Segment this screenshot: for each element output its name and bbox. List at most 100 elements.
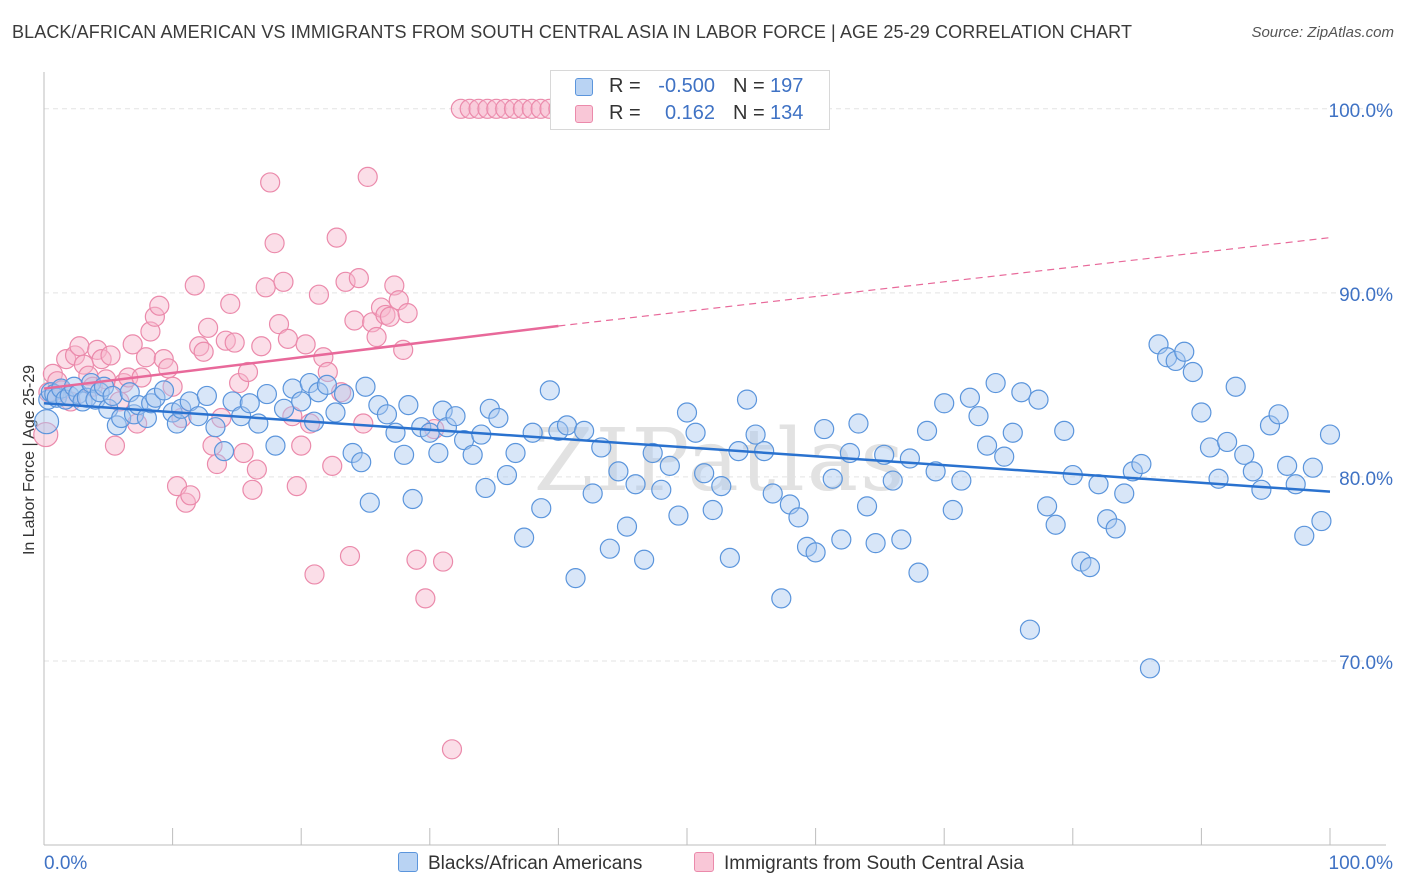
blue-point — [188, 406, 209, 427]
blue-point — [522, 422, 543, 443]
blue-point — [1028, 389, 1049, 410]
blue-point — [959, 387, 981, 408]
blue-point — [1088, 474, 1109, 495]
blue-point — [771, 588, 792, 609]
pink-point — [339, 545, 361, 567]
blue-point — [908, 562, 929, 583]
blue-point — [398, 395, 419, 416]
blue-point — [608, 461, 629, 482]
pink-point — [264, 233, 285, 254]
blue-point — [333, 383, 355, 405]
blue-point — [1302, 457, 1323, 478]
blue-point — [599, 538, 620, 559]
blue-point — [1019, 619, 1041, 640]
blue-point — [475, 477, 496, 499]
legend-n-value: 134 — [770, 102, 804, 124]
blue-point — [1002, 422, 1023, 443]
pink-point — [153, 349, 174, 370]
blue-point — [856, 496, 878, 517]
blue-point — [788, 507, 809, 528]
blue-point — [355, 376, 376, 397]
blue-point — [582, 483, 603, 504]
blue-point — [942, 499, 963, 521]
pink-point — [357, 166, 378, 188]
legend-r-label: R = — [609, 75, 641, 97]
blue-point — [1079, 556, 1101, 578]
blue-point — [848, 413, 869, 434]
pink-point — [486, 98, 507, 119]
legend-swatch-blue — [575, 78, 593, 96]
blue-point — [291, 391, 312, 412]
legend-n-value: 197 — [770, 75, 804, 97]
blue-point — [976, 435, 998, 456]
pink-point — [344, 310, 365, 331]
pink-point — [495, 98, 516, 119]
blue-point — [1191, 402, 1212, 423]
blue-point — [651, 479, 672, 500]
blue-point — [205, 417, 226, 438]
blue-point — [1105, 518, 1126, 539]
legend-n-label: N = — [733, 102, 765, 124]
pink-point — [326, 227, 347, 248]
pink-point — [379, 306, 400, 327]
blue-point — [1259, 415, 1281, 436]
pink-point — [433, 551, 454, 572]
blue-point — [256, 383, 278, 405]
blue-point — [213, 441, 235, 462]
y-tick-label: 100.0% — [1329, 101, 1394, 122]
blue-point — [1139, 658, 1161, 679]
blue-point — [496, 464, 518, 486]
blue-point — [822, 468, 843, 489]
legend-r-value: 0.162 — [664, 102, 715, 124]
blue-point — [351, 452, 372, 473]
pink-point — [415, 588, 436, 609]
blue-point — [865, 533, 886, 554]
pink-point — [220, 293, 241, 314]
legend-swatch-pink — [575, 105, 593, 123]
blue-point — [462, 444, 483, 465]
blue-point — [642, 442, 663, 464]
blue-point — [1045, 514, 1066, 535]
blue-point — [574, 420, 595, 441]
pink-point — [397, 303, 418, 324]
blue-point — [539, 380, 560, 401]
axes — [43, 72, 1386, 846]
source-label: Source: ZipAtlas.com — [1251, 24, 1394, 41]
pink-point — [441, 739, 463, 760]
pink-point — [233, 442, 254, 464]
pink-point — [184, 275, 205, 296]
blue-point — [1217, 431, 1238, 453]
bottom-legend-label-pink: Immigrants from South Central Asia — [724, 853, 1024, 874]
blue-point — [432, 400, 453, 421]
blue-point — [702, 499, 723, 521]
pink-point — [33, 421, 59, 448]
x-tick-label: 100.0% — [1329, 853, 1394, 874]
pink-point — [197, 317, 219, 338]
pink-point — [459, 98, 480, 119]
pink-point — [135, 347, 157, 368]
pink-point — [260, 172, 281, 193]
blue-point — [745, 424, 766, 445]
pink-point — [255, 277, 276, 298]
chart-title: BLACK/AFRICAN AMERICAN VS IMMIGRANTS FRO… — [12, 22, 1133, 42]
legend-r-value: -0.500 — [658, 75, 715, 97]
blue-point — [831, 529, 852, 550]
watermark: ZIPatlas — [534, 411, 906, 511]
blue-point — [565, 568, 586, 589]
pink-point — [273, 271, 294, 292]
pink-point — [206, 453, 228, 475]
blue-point — [1174, 341, 1195, 362]
pink-point — [291, 435, 312, 456]
legend-n-label: N = — [733, 75, 765, 97]
bottom-legend-label-blue: Blacks/African Americans — [428, 853, 643, 874]
pink-trend-line — [43, 324, 559, 390]
blue-point — [273, 398, 295, 419]
pink-point — [224, 332, 245, 353]
pink-point — [100, 345, 121, 366]
blue-point — [659, 455, 680, 476]
blue-series-points — [33, 334, 1341, 679]
pink-point — [286, 476, 307, 497]
bottom-legend-swatch-pink — [694, 852, 714, 872]
y-tick-label: 90.0% — [1339, 285, 1393, 306]
